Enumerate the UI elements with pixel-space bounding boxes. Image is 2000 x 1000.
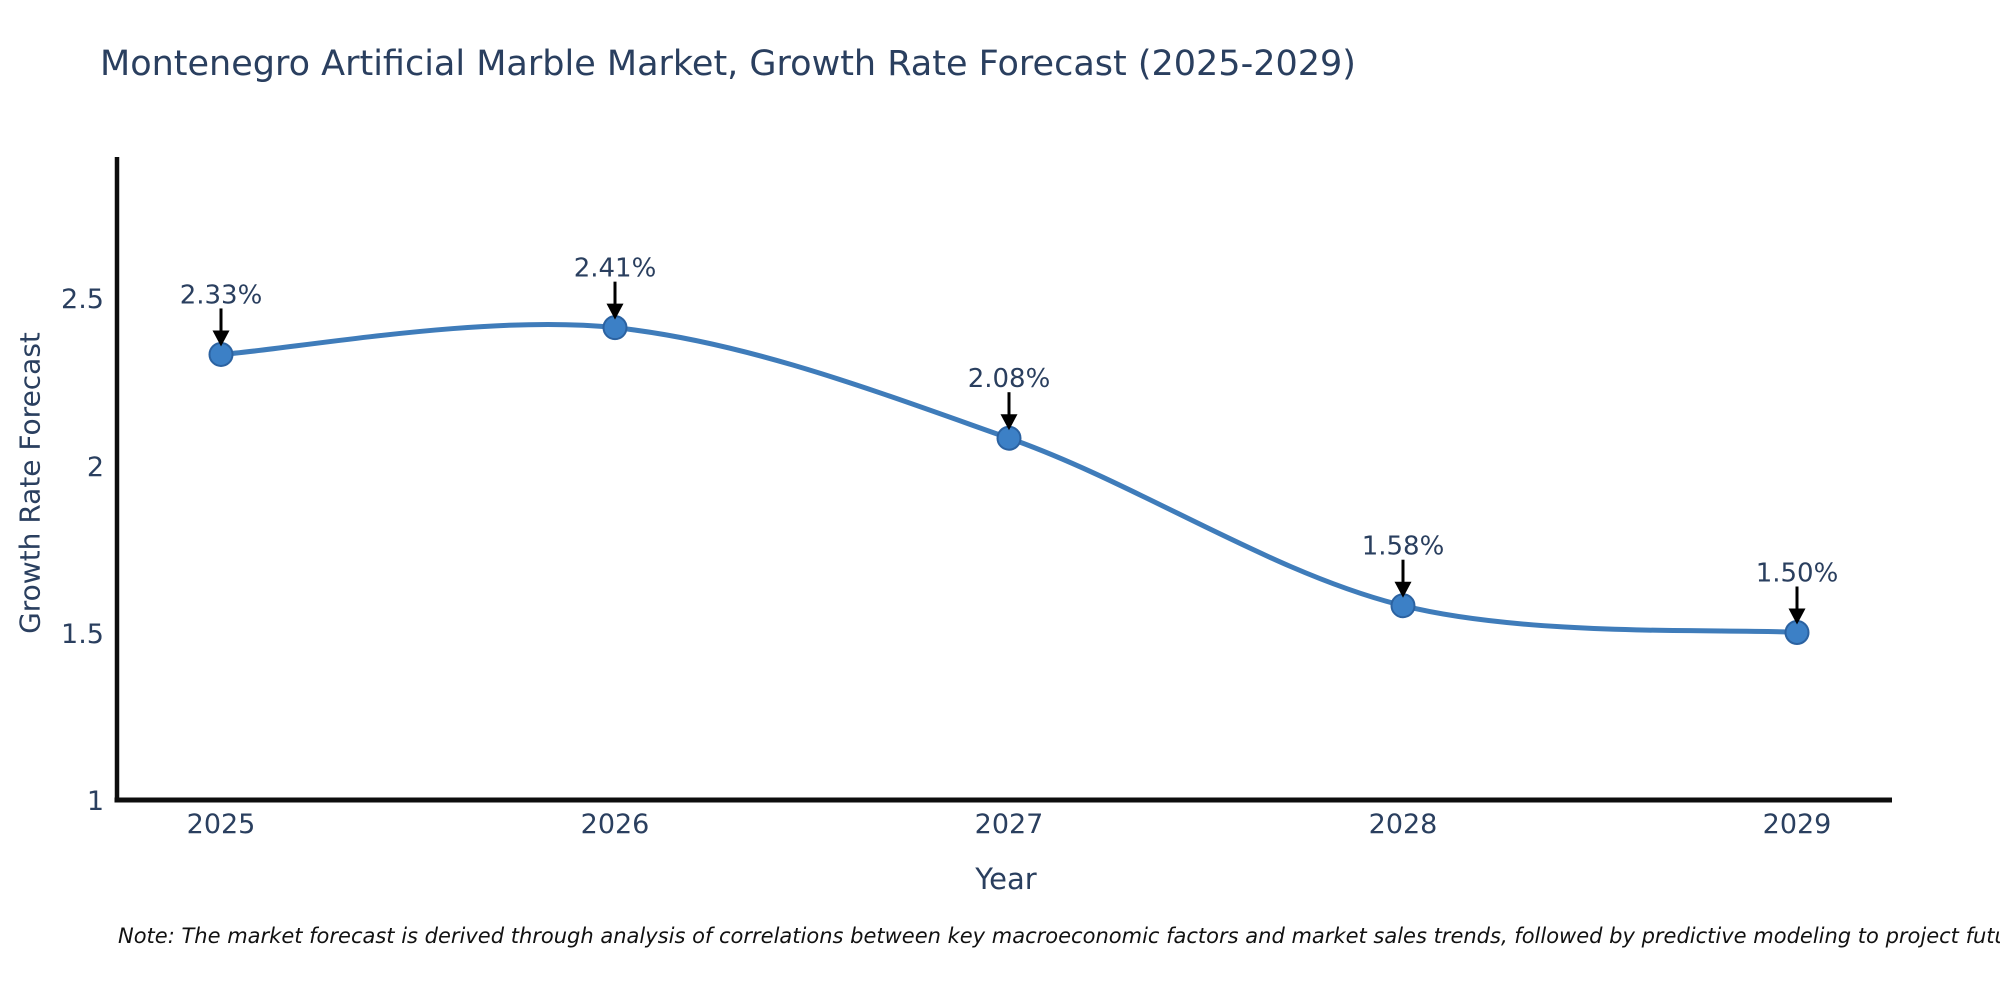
y-tick-label: 2	[86, 452, 104, 483]
x-axis-title: Year	[975, 862, 1037, 896]
footnote: Note: The market forecast is derived thr…	[118, 924, 2000, 948]
data-point-label: 2.41%	[574, 254, 657, 284]
x-tick-label: 2026	[580, 809, 650, 840]
annotation-arrowhead	[1788, 608, 1806, 625]
annotation-arrowhead	[212, 330, 230, 347]
x-tick-label: 2029	[1762, 809, 1832, 840]
annotation-arrowhead	[1000, 414, 1018, 431]
data-point-label: 2.33%	[180, 280, 263, 310]
annotation-arrowhead	[1394, 581, 1412, 598]
data-point-label: 2.08%	[968, 364, 1051, 394]
x-tick-label: 2025	[186, 809, 256, 840]
y-tick-label: 2.5	[61, 284, 104, 315]
chart-title: Montenegro Artificial Marble Market, Gro…	[100, 44, 1356, 84]
y-tick-label: 1	[86, 786, 104, 817]
y-tick-label: 1.5	[61, 619, 104, 650]
x-tick-label: 2027	[974, 809, 1044, 840]
data-point-label: 1.58%	[1362, 532, 1445, 562]
x-tick-label: 2028	[1368, 809, 1438, 840]
annotation-arrowhead	[606, 303, 624, 320]
data-point-label: 1.50%	[1756, 559, 1839, 589]
